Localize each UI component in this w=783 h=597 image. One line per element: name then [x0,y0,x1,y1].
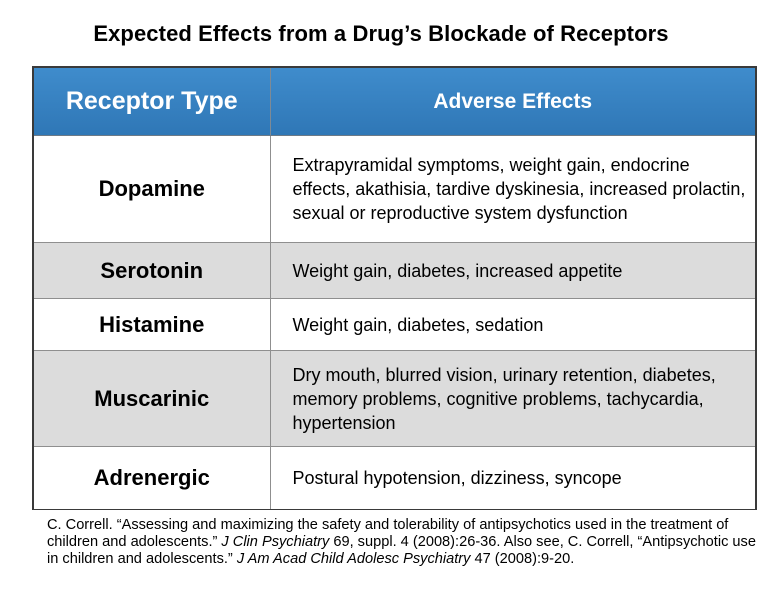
table-row-adrenergic: Adrenergic Postural hypotension, dizzine… [34,446,755,509]
adverse-effects-cell: Weight gain, diabetes, increased appetit… [270,242,755,299]
receptor-effects-table: Receptor Type Adverse Effects Dopamine E… [32,66,757,510]
column-header-adverse-effects: Adverse Effects [270,68,755,136]
page-title: Expected Effects from a Drug’s Blockade … [93,21,669,46]
adverse-effects-cell: Postural hypotension, dizziness, syncope [270,446,755,509]
citation-text: 69, suppl. 4 (2008):26-36. Also see, C. … [47,534,756,567]
citation: C. Correll. “Assessing and maximizing th… [47,517,767,568]
column-header-receptor-type: Receptor Type [34,68,271,136]
citation-journal: J Clin Psychiatry [221,534,330,550]
receptor-type-cell: Dopamine [34,135,271,243]
citation-journal: J Am Acad Child Adolesc Psychiatry [236,551,471,567]
receptor-type-cell: Histamine [34,298,271,351]
table-row-serotonin: Serotonin Weight gain, diabetes, increas… [34,242,755,299]
citation-text: C. Correll. “Assessing and maximizing th… [47,517,729,550]
table-row-dopamine: Dopamine Extrapyramidal symptoms, weight… [34,135,755,243]
table-row-muscarinic: Muscarinic Dry mouth, blurred vision, ur… [34,350,755,447]
table-row-histamine: Histamine Weight gain, diabetes, sedatio… [34,298,755,351]
citation-text: 47 (2008):9-20. [470,551,575,567]
adverse-effects-cell: Extrapyramidal symptoms, weight gain, en… [270,135,755,243]
adverse-effects-cell: Weight gain, diabetes, sedation [270,298,755,351]
table-header-row: Receptor Type Adverse Effects [34,68,755,136]
receptor-type-cell: Serotonin [34,242,271,299]
receptor-type-cell: Muscarinic [34,350,271,447]
adverse-effects-cell: Dry mouth, blurred vision, urinary reten… [270,350,755,447]
receptor-type-cell: Adrenergic [34,446,271,509]
